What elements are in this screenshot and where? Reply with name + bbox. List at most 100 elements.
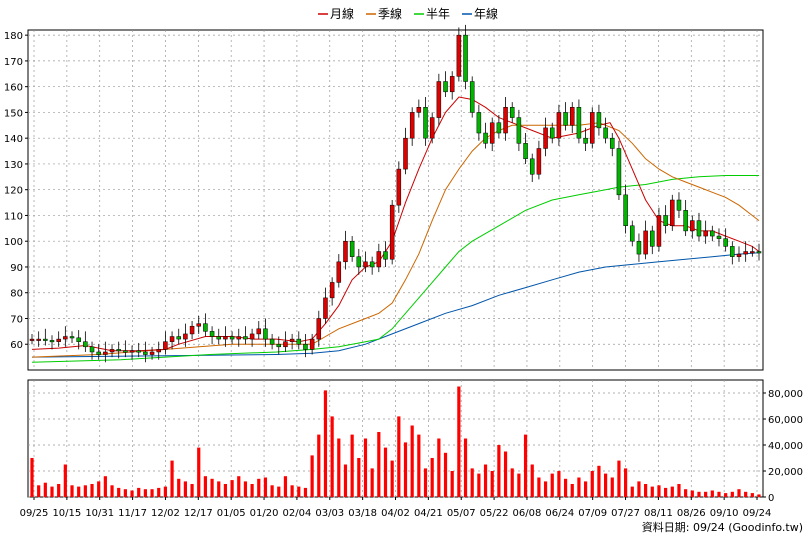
price-tick-label: 60 xyxy=(10,340,23,351)
candle-body xyxy=(409,112,415,139)
candle-body xyxy=(256,328,262,335)
candle-body xyxy=(563,112,568,126)
volume-bar xyxy=(43,482,47,497)
volume-bar xyxy=(423,468,428,497)
candle-body xyxy=(109,349,115,353)
candle-body xyxy=(189,325,195,335)
candle-body xyxy=(116,349,121,352)
candle-body xyxy=(303,343,308,350)
volume-bar xyxy=(303,487,308,497)
candle-body xyxy=(289,338,295,342)
candle-body xyxy=(549,127,555,139)
candle-body xyxy=(523,143,528,160)
date-tick-label: 11/17 xyxy=(118,508,147,519)
volume-bar xyxy=(63,464,67,497)
candle-body xyxy=(203,323,208,332)
candle-body xyxy=(616,148,622,196)
candle-body xyxy=(156,349,161,353)
volume-bar xyxy=(617,460,621,497)
candle-body xyxy=(489,122,495,144)
candle-body xyxy=(329,282,335,299)
price-tick-label: 140 xyxy=(4,134,23,145)
volume-bars xyxy=(30,386,761,497)
volume-bar xyxy=(410,425,414,497)
candle-body xyxy=(76,337,81,342)
volume-bar xyxy=(37,485,41,497)
volume-bar xyxy=(237,476,241,497)
volume-bar xyxy=(523,434,528,497)
date-tick-label: 12/17 xyxy=(184,508,213,519)
volume-bar xyxy=(677,484,681,497)
candle-body xyxy=(529,158,535,175)
candle-body xyxy=(216,336,222,340)
volume-bar xyxy=(143,489,147,497)
volume-bar xyxy=(503,451,508,497)
candle-body xyxy=(36,338,41,341)
candle-body xyxy=(630,225,635,242)
date-tick-label: 02/04 xyxy=(282,508,311,519)
volume-tick-label: 60,000 xyxy=(768,415,803,426)
candle-body xyxy=(396,168,402,206)
candle-body xyxy=(136,350,141,353)
legend: 月線 季線 半年 年線 xyxy=(318,6,498,21)
candle-body xyxy=(183,333,188,340)
price-tick-label: 110 xyxy=(4,211,23,222)
candle-body xyxy=(429,117,435,139)
volume-bar xyxy=(637,481,641,497)
date-tick-label: 04/02 xyxy=(381,508,410,519)
volume-bar xyxy=(664,487,668,497)
candle-body xyxy=(336,261,342,283)
volume-bar xyxy=(323,390,328,497)
candle-body xyxy=(56,338,61,342)
candle-body xyxy=(603,127,608,139)
volume-bar xyxy=(630,486,634,497)
volume-bar xyxy=(217,481,221,497)
volume-bar xyxy=(130,490,134,497)
volume-bar xyxy=(684,489,688,497)
candle-body xyxy=(43,338,48,341)
candle-body xyxy=(503,107,508,134)
legend-label-2: 半年 xyxy=(426,7,450,21)
candle-body xyxy=(223,336,228,340)
candle-body xyxy=(143,351,148,355)
volume-bar xyxy=(230,480,234,497)
date-tick-label: 05/07 xyxy=(447,508,476,519)
volume-bar xyxy=(470,468,474,497)
candle-body xyxy=(663,215,668,227)
volume-bar xyxy=(450,471,454,497)
candle-body xyxy=(483,132,488,144)
volume-bar xyxy=(624,468,628,497)
volume-bar xyxy=(477,473,481,497)
volume-bar xyxy=(263,477,268,497)
volume-bar xyxy=(583,481,588,497)
ma-year-line xyxy=(31,252,760,358)
price-tick-label: 90 xyxy=(10,263,23,274)
candle-body xyxy=(129,350,135,353)
volume-bar xyxy=(357,458,361,497)
volume-bar xyxy=(690,490,694,497)
volume-bar xyxy=(177,478,181,497)
volume-bar xyxy=(497,445,501,497)
volume-tick-label: 40,000 xyxy=(768,441,803,452)
candle-body xyxy=(349,240,355,257)
volume-bar xyxy=(170,460,174,497)
volume-bar xyxy=(210,478,214,497)
volume-bar xyxy=(710,490,714,497)
candle-body xyxy=(63,336,68,340)
volume-bar xyxy=(490,471,494,497)
date-tick-label: 05/22 xyxy=(480,508,509,519)
volume-bar xyxy=(437,438,441,497)
volume-bar xyxy=(163,486,167,497)
volume-bar xyxy=(157,487,161,497)
candle-body xyxy=(676,199,682,211)
volume-bar xyxy=(537,477,541,497)
volume-bar xyxy=(30,458,34,497)
candle-body xyxy=(243,336,248,340)
date-tick-label: 07/09 xyxy=(578,508,607,519)
volume-bar xyxy=(123,489,127,497)
price-tick-label: 170 xyxy=(4,57,23,68)
candle-body xyxy=(323,297,328,319)
volume-bar xyxy=(197,447,201,497)
candle-body xyxy=(509,107,515,118)
volume-panel xyxy=(27,379,764,498)
